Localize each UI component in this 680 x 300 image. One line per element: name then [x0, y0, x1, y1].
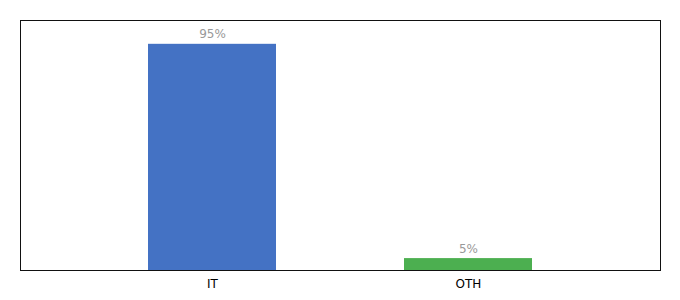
svg-text:95%: 95%	[199, 27, 226, 41]
svg-text:OTH: OTH	[456, 277, 482, 291]
svg-text:5%: 5%	[459, 242, 478, 256]
svg-text:IT: IT	[207, 277, 219, 291]
